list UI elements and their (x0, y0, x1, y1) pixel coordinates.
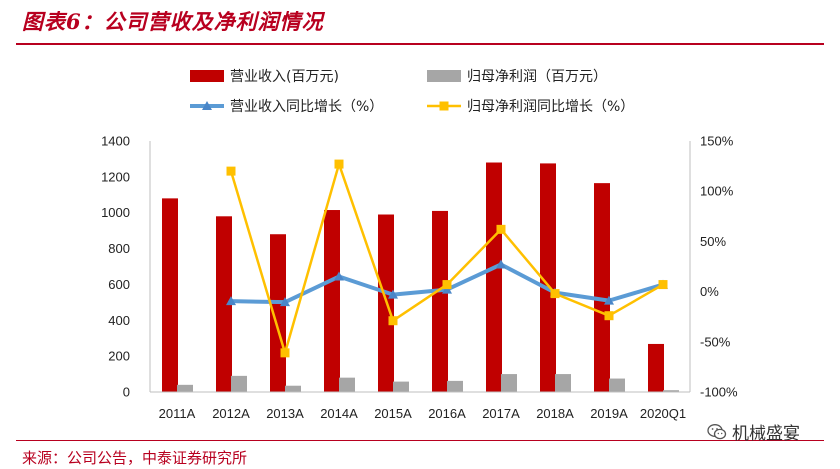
left-tick-label: 1400 (101, 134, 130, 149)
net-profit-bar (231, 375, 247, 392)
revenue-growth-point (226, 296, 236, 306)
revenue-bar (432, 210, 448, 392)
right-tick-label: 100% (700, 184, 734, 199)
line-group (226, 159, 668, 358)
left-tick-label: 800 (108, 241, 130, 256)
revenue-growth-point (442, 284, 452, 294)
net-profit-growth-point (604, 311, 614, 321)
legend-label: 营业收入(百万元) (230, 69, 339, 85)
net-profit-growth-point (550, 289, 560, 299)
revenue-bar (594, 183, 610, 392)
left-tick-label: 1200 (101, 169, 130, 184)
net-profit-growth-point (496, 224, 506, 234)
revenue-bar (162, 198, 178, 392)
net-profit-bar (393, 381, 409, 392)
legend-marker (439, 101, 449, 111)
x-tick-label: 2014A (320, 406, 358, 421)
net-profit-growth-point (388, 316, 398, 326)
x-tick-label: 2012A (212, 406, 250, 421)
net-profit-growth-point (280, 348, 290, 358)
right-tick-label: 0% (700, 284, 719, 299)
right-tick-label: 150% (700, 134, 734, 149)
x-tick-label: 2020Q1 (640, 406, 686, 421)
net-profit-bar (609, 378, 625, 392)
net-profit-bar (663, 390, 679, 392)
revenue-bar (216, 216, 232, 392)
net-profit-bar (447, 380, 463, 392)
net-profit-growth-point (442, 280, 452, 290)
revenue-bar (324, 210, 340, 392)
x-tick-label: 2017A (482, 406, 520, 421)
net-profit-growth-point (658, 280, 668, 290)
revenue-bar (540, 163, 556, 392)
x-tick-label: 2015A (374, 406, 412, 421)
revenue-growth-point (334, 271, 344, 281)
revenue-growth-point (496, 259, 506, 269)
left-tick-label: 600 (108, 277, 130, 292)
x-tick-label: 2018A (536, 406, 574, 421)
net-profit-bar (285, 385, 301, 392)
x-tick-label: 2016A (428, 406, 466, 421)
x-tick-label: 2011A (159, 406, 196, 421)
net-profit-bar (177, 384, 193, 392)
watermark-text: 机械盛宴 (732, 424, 800, 444)
revenue-growth-point (604, 295, 614, 305)
revenue-bar (648, 343, 664, 392)
page-title: 图表6：公司营收及净利润情况 (22, 9, 324, 34)
title-rule (16, 43, 824, 45)
net-profit-bar (555, 374, 571, 392)
x-tick-label: 2013A (266, 406, 304, 421)
wechat-icon (707, 423, 727, 439)
left-tick-label: 0 (123, 385, 130, 400)
right-tick-label: -100% (700, 385, 738, 400)
net-profit-bar (339, 377, 355, 392)
left-tick-label: 200 (108, 349, 130, 364)
legend-label: 归母净利润（百万元） (467, 68, 607, 85)
watermark: 机械盛宴 (707, 419, 800, 444)
legend-label: 归母净利润同比增长（%） (467, 98, 634, 115)
net-profit-growth-point (334, 159, 344, 169)
combo-chart: 营业收入(百万元) 归母净利润（百万元） 营业收入同比增长（%） 归母净利润同比增长（… (101, 68, 738, 422)
chart-legend: 营业收入(百万元) 归母净利润（百万元） 营业收入同比增长（%） 归母净利润同比增长（… (190, 68, 634, 115)
net-profit-growth-point (226, 166, 236, 176)
right-tick-label: 50% (700, 234, 726, 249)
source-note: 来源：公司公告，中泰证券研究所 (22, 449, 248, 467)
right-tick-label: -50% (700, 334, 731, 349)
axes: 0 200 400 600 800 1000 1200 1400 -100% -50% 0% 50% 1… (101, 134, 738, 422)
left-tick-label: 1000 (101, 205, 130, 220)
revenue-growth-point (388, 289, 398, 299)
bottom-rule (16, 440, 824, 441)
legend-swatch (190, 70, 224, 82)
legend-swatch (427, 70, 461, 82)
revenue-bar (486, 162, 502, 392)
revenue-growth-point (280, 297, 290, 307)
net-profit-bar (501, 374, 517, 392)
legend-marker (202, 101, 212, 110)
left-tick-label: 400 (108, 313, 130, 328)
x-tick-label: 2019A (590, 406, 628, 421)
legend-label: 营业收入同比增长（%） (230, 99, 383, 115)
